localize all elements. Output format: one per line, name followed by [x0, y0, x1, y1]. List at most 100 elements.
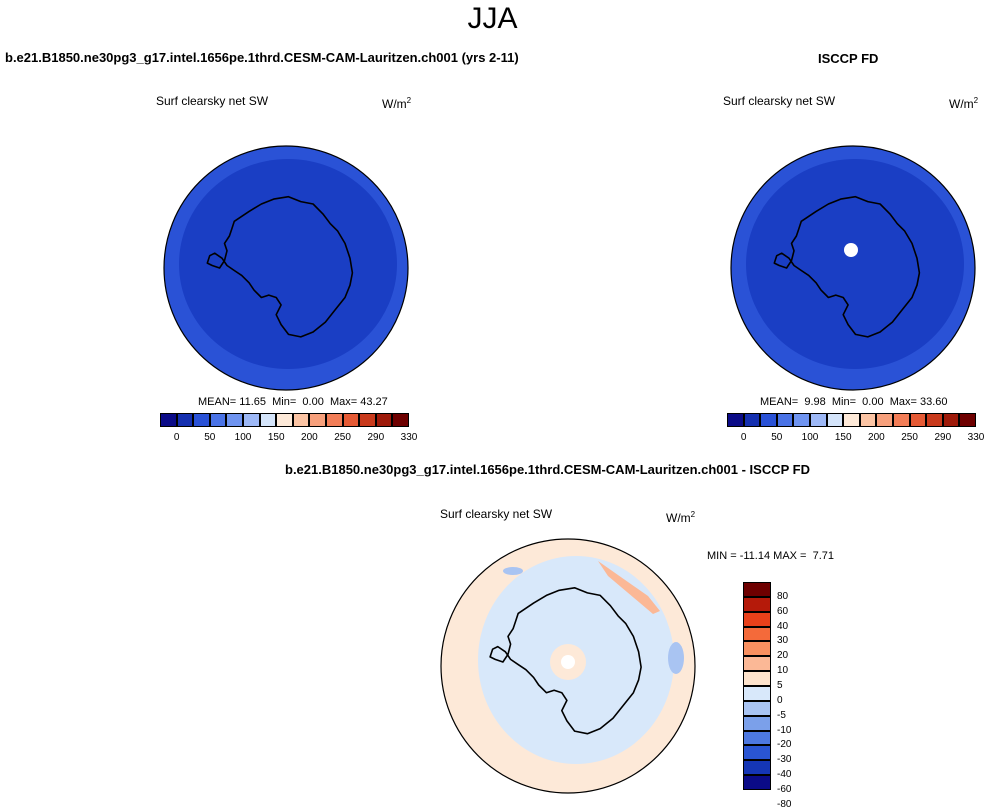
- colorbar-tick-label: -20: [777, 739, 792, 751]
- antarctica-coastline: [206, 195, 354, 338]
- colorbar-tick-label: 5: [777, 680, 783, 691]
- colorbar-swatch: [893, 413, 910, 427]
- diff-case-title: b.e21.B1850.ne30pg3_g17.intel.1656pe.1th…: [285, 462, 810, 477]
- colorbar-tick-label: 200: [301, 432, 318, 443]
- model-units-label: W/m2: [382, 96, 412, 111]
- colorbar-swatch: [259, 413, 277, 427]
- colorbar-swatch: [309, 413, 326, 427]
- colorbar-swatch: [743, 582, 771, 597]
- colorbar-swatch: [743, 700, 771, 716]
- colorbar-swatch: [743, 413, 761, 427]
- colorbar-swatch: [743, 671, 771, 686]
- colorbar-swatch: [793, 413, 810, 427]
- colorbar-swatch: [193, 413, 210, 427]
- antarctica-coastline: [773, 195, 921, 338]
- colorbar-swatch: [226, 413, 243, 427]
- colorbar-swatch: [959, 413, 976, 427]
- colorbar-tick-label: -10: [777, 724, 792, 736]
- colorbar-tick-label: 150: [834, 432, 852, 443]
- colorbar-swatch: [926, 413, 943, 427]
- colorbar-swatch: [776, 413, 794, 427]
- diff-colorbar: [743, 582, 771, 790]
- model-colorbar: [160, 413, 409, 427]
- colorbar-swatch: [176, 413, 194, 427]
- colorbar-swatch: [743, 730, 771, 746]
- colorbar-tick-label: 290: [367, 432, 385, 443]
- colorbar-swatch: [743, 686, 771, 701]
- colorbar-swatch: [909, 413, 927, 427]
- ocean-field-inner: [746, 159, 964, 369]
- colorbar-swatch: [392, 413, 409, 427]
- map-border: [440, 538, 696, 794]
- missing-data-hole: [844, 243, 858, 257]
- diff-positive-band: [598, 561, 660, 614]
- diff-variable-label: Surf clearsky net SW: [440, 507, 553, 521]
- colorbar-tick-label: 0: [173, 432, 180, 443]
- obs-colorbar-labels: 0 50 100 150 200 250 290 330: [727, 432, 985, 446]
- colorbar-swatch: [209, 413, 227, 427]
- colorbar-tick-label: 50: [771, 432, 783, 443]
- obs-case-title: ISCCP FD: [818, 51, 879, 66]
- colorbar-swatch: [743, 715, 771, 731]
- colorbar-swatch: [810, 413, 827, 427]
- model-colorbar-labels: 0 50 100 150 200 250 290 330: [160, 432, 418, 446]
- colorbar-tick-label: 40: [777, 620, 789, 632]
- colorbar-swatch: [326, 413, 343, 427]
- colorbar-swatch: [743, 611, 771, 627]
- colorbar-tick-label: 100: [234, 432, 252, 443]
- colorbar-tick-label: -60: [777, 784, 792, 795]
- colorbar-tick-label: 20: [777, 650, 789, 662]
- colorbar-tick-label: 30: [777, 635, 789, 647]
- colorbar-swatch: [826, 413, 844, 427]
- colorbar-tick-label: -80: [777, 798, 792, 810]
- obs-variable-label: Surf clearsky net SW: [723, 94, 836, 108]
- colorbar-tick-label: -5: [777, 709, 786, 721]
- map-border: [730, 145, 976, 391]
- colorbar-swatch: [743, 775, 771, 790]
- model-case-title: b.e21.B1850.ne30pg3_g17.intel.1656pe.1th…: [5, 50, 519, 65]
- obs-colorbar: [727, 413, 976, 427]
- colorbar-tick-label: 0: [740, 432, 747, 443]
- colorbar-swatch: [160, 413, 177, 427]
- map-border: [163, 145, 409, 391]
- diff-units-label: W/m2: [666, 510, 696, 525]
- diff-colorbar-labels: 80 60 40 30 20 10 5 0 -5 -10 -20 -30 -40 -60 -80: [777, 582, 817, 810]
- model-stats: MEAN= 11.65 Min= 0.00 Max= 43.27: [198, 396, 388, 408]
- colorbar-swatch: [359, 413, 376, 427]
- model-variable-label: Surf clearsky net SW: [156, 94, 269, 108]
- colorbar-tick-label: 50: [204, 432, 216, 443]
- colorbar-tick-label: 330: [967, 432, 985, 443]
- colorbar-tick-label: -40: [777, 769, 792, 781]
- diff-negative-patch: [503, 567, 523, 575]
- colorbar-swatch: [292, 413, 310, 427]
- colorbar-swatch: [859, 413, 877, 427]
- colorbar-swatch: [843, 413, 860, 427]
- colorbar-swatch: [243, 413, 260, 427]
- diff-negative-patch: [668, 642, 684, 674]
- colorbar-tick-label: 0: [777, 694, 783, 706]
- colorbar-swatch: [743, 656, 771, 672]
- colorbar-tick-label: 290: [934, 432, 952, 443]
- colorbar-swatch: [743, 760, 771, 776]
- antarctica-coastline: [489, 587, 642, 735]
- diff-stats: MIN = -11.14 MAX = 7.71: [707, 550, 835, 562]
- colorbar-tick-label: 60: [777, 605, 789, 617]
- obs-stats: MEAN= 9.98 Min= 0.00 Max= 33.60: [760, 396, 948, 408]
- model-polar-map: [163, 145, 409, 391]
- colorbar-swatch: [760, 413, 777, 427]
- colorbar-swatch: [876, 413, 893, 427]
- colorbar-swatch: [375, 413, 393, 427]
- colorbar-tick-label: 100: [801, 432, 819, 443]
- colorbar-tick-label: 250: [901, 432, 918, 443]
- colorbar-tick-label: 330: [400, 432, 418, 443]
- ocean-field-inner: [179, 159, 397, 369]
- colorbar-tick-label: 150: [267, 432, 285, 443]
- colorbar-swatch: [743, 745, 771, 761]
- colorbar-swatch: [743, 596, 771, 612]
- obs-units-label: W/m2: [949, 96, 979, 111]
- colorbar-tick-label: 250: [334, 432, 351, 443]
- colorbar-tick-label: -30: [777, 754, 792, 766]
- colorbar-tick-label: 200: [868, 432, 885, 443]
- obs-polar-map: [730, 145, 976, 391]
- colorbar-tick-label: 10: [777, 665, 789, 677]
